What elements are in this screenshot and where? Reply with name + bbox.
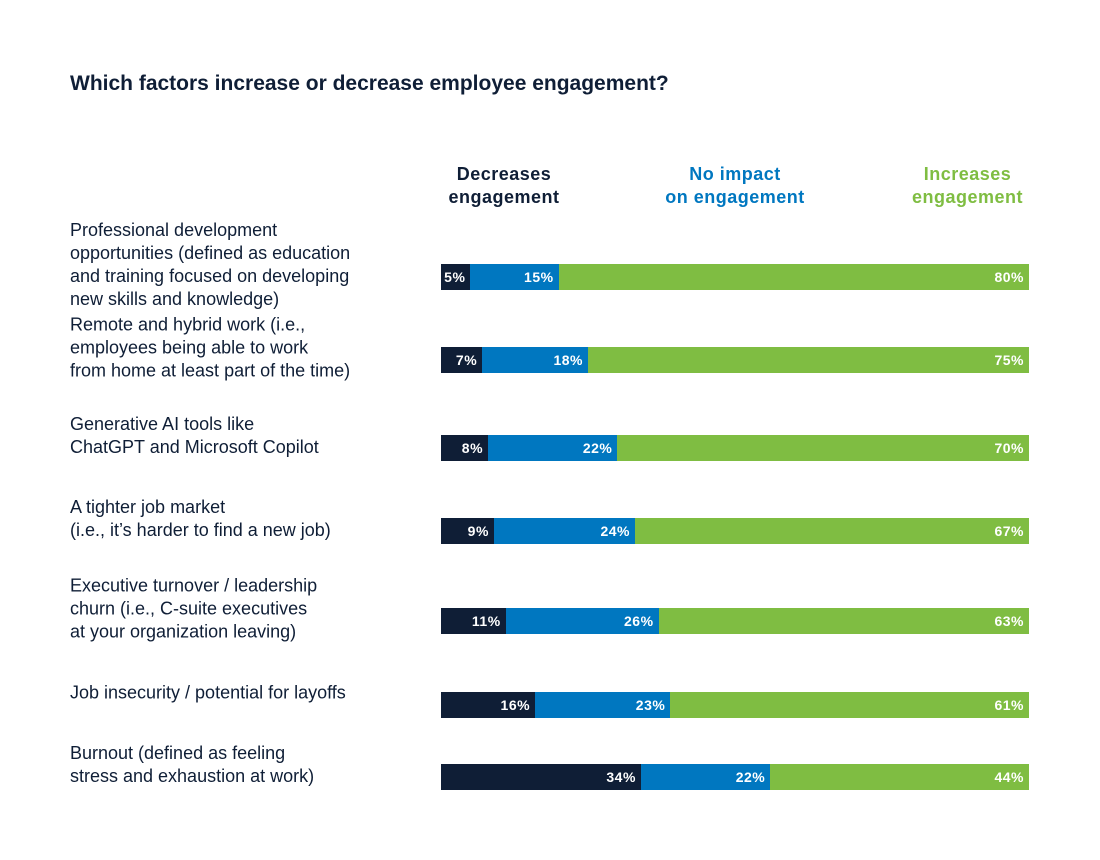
category-label: Burnout (defined as feeling stress and ex… (70, 742, 400, 788)
category-label: Job insecurity / potential for layoffs (70, 682, 400, 705)
bar-segment: 7% (441, 347, 483, 373)
legend-decreases-engagement: Decreases engagement (441, 163, 567, 209)
bar-segment: 8% (441, 435, 489, 461)
bar-segment: 44% (770, 764, 1029, 790)
category-label-line: (i.e., it’s harder to find a new job) (70, 520, 331, 540)
category-label-line: Professional development (70, 220, 278, 240)
legend-increases-engagement: Increases engagement (900, 163, 1035, 209)
bar-segment: 23% (535, 692, 671, 718)
category-label-line: at your organization leaving) (70, 621, 297, 642)
category-label-line: employees being able to work (70, 337, 309, 358)
bar-segment: 34% (441, 764, 641, 790)
category-label: Executive turnover / leadership churn (i.… (70, 575, 400, 644)
bar-segment: 24% (493, 518, 636, 544)
category-label-line: opportunities (defined as education (70, 243, 351, 263)
category-label-line: new skills and knowledge) (70, 289, 280, 309)
bar-segment: 67% (635, 518, 1029, 544)
bar-segment: 80% (558, 264, 1029, 290)
category-label: Professional development opportunities (d… (70, 219, 400, 311)
category-label-line: A tighter job market (70, 497, 226, 517)
bar-segment: 61% (670, 692, 1029, 718)
category-label-line: stress and exhaustion at work) (70, 766, 315, 786)
chart-title: Which factors increase or decrease emplo… (70, 72, 669, 95)
category-label-line: Generative AI tools like (70, 414, 255, 434)
category-label-line: Burnout (defined as feeling (70, 743, 286, 763)
bar-segment: 63% (658, 608, 1029, 634)
legend-line: engagement (448, 187, 560, 207)
bar-segment: 9% (441, 518, 494, 544)
category-label-line: from home at least part of the time) (70, 360, 351, 381)
bar-segment: 22% (488, 435, 618, 461)
legend-line: Decreases (456, 164, 552, 184)
legend-line: engagement (911, 187, 1024, 207)
bar-segment: 18% (482, 347, 588, 373)
legend-line: on engagement (665, 187, 805, 207)
category-label: A tighter job market (i.e., it’s harder t… (70, 496, 400, 542)
bar-segment: 22% (640, 764, 771, 790)
bar-segment: 5% (441, 264, 471, 290)
legend-line: No impact (689, 164, 781, 184)
bar-segment: 70% (617, 435, 1029, 461)
legend-no-impact-on-engagement: No impact on engagement (640, 163, 830, 209)
bar-segment: 15% (470, 264, 559, 290)
category-label-line: ChatGPT and Microsoft Copilot (70, 437, 319, 457)
category-label-line: churn (i.e., C-suite executives (70, 598, 308, 619)
category-label-line: Remote and hybrid work (i.e., (70, 314, 306, 335)
bar-segment: 11% (441, 608, 506, 634)
legend-line: Increases (923, 164, 1012, 184)
bar-segment: 16% (441, 692, 536, 718)
category-label-line: Executive turnover / leadership (70, 575, 318, 596)
category-label-line: and training focused on developing (70, 266, 350, 286)
bar-segment: 75% (588, 347, 1029, 373)
category-label-line: Job insecurity / potential for layoffs (70, 682, 346, 703)
bar-segment: 26% (505, 608, 659, 634)
category-label: Remote and hybrid work (i.e., employees b… (70, 314, 400, 383)
category-label: Generative AI tools like ChatGPT and Micr… (70, 413, 400, 459)
